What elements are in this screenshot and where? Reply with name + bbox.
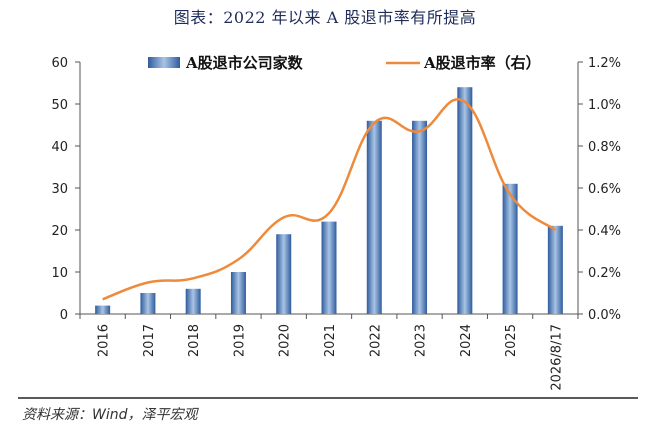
legend-bar-label: A股退市公司家数 xyxy=(185,54,304,72)
left-tick-label: 60 xyxy=(51,56,68,71)
bar xyxy=(95,305,111,314)
bar-series xyxy=(95,87,563,314)
x-tick-label: 2026/8/17 xyxy=(549,324,564,391)
x-tick-label: 2024 xyxy=(459,324,474,357)
bar xyxy=(502,183,518,314)
x-tick-label: 2021 xyxy=(323,324,338,357)
bar xyxy=(457,87,473,314)
bar xyxy=(185,288,201,314)
x-tick-label: 2019 xyxy=(232,324,247,357)
right-tick-label: 0.0% xyxy=(588,308,621,323)
right-tick-label: 0.2% xyxy=(588,266,621,281)
x-tick-label: 2017 xyxy=(142,324,157,357)
line-series xyxy=(102,98,557,301)
legend-bar-swatch xyxy=(148,57,180,68)
right-tick-label: 0.8% xyxy=(588,140,621,155)
right-tick-label: 0.4% xyxy=(588,224,621,239)
bar xyxy=(366,120,382,314)
right-tick-label: 1.2% xyxy=(588,56,621,71)
page-title: 图表：2022 年以来 A 股退市率有所提高 xyxy=(173,8,477,27)
left-tick-label: 40 xyxy=(51,140,68,155)
left-tick-label: 30 xyxy=(51,182,68,197)
x-tick-label: 2023 xyxy=(414,324,429,357)
axes: 0 10 20 30 40 50 60 0.0% 0.2% 0.4% 0.6% 0.8% 1.0% 1.2… xyxy=(51,56,621,391)
left-tick-label: 10 xyxy=(51,266,68,281)
bar xyxy=(412,120,428,314)
source-note: 资料来源：Wind，泽平宏观 xyxy=(22,407,198,423)
legend: A股退市公司家数 A股退市率（右） xyxy=(148,54,541,72)
x-tick-label: 2016 xyxy=(97,324,112,357)
bar xyxy=(547,225,563,314)
footer-rule xyxy=(18,397,638,399)
right-tick-label: 0.6% xyxy=(588,182,621,197)
x-tick-label: 2022 xyxy=(368,324,383,357)
x-tick-label: 2020 xyxy=(278,324,293,357)
bar xyxy=(321,221,337,314)
line-path xyxy=(102,98,557,301)
right-tick-label: 1.0% xyxy=(588,98,621,113)
bar xyxy=(140,293,156,314)
left-tick-label: 20 xyxy=(51,224,68,239)
legend-line-label: A股退市率（右） xyxy=(423,54,541,72)
x-tick-label: 2018 xyxy=(187,324,202,357)
bar xyxy=(230,272,246,314)
left-tick-label: 50 xyxy=(51,98,68,113)
left-tick-label: 0 xyxy=(60,308,68,323)
x-tick-label: 2025 xyxy=(504,324,519,357)
bar xyxy=(276,234,292,314)
